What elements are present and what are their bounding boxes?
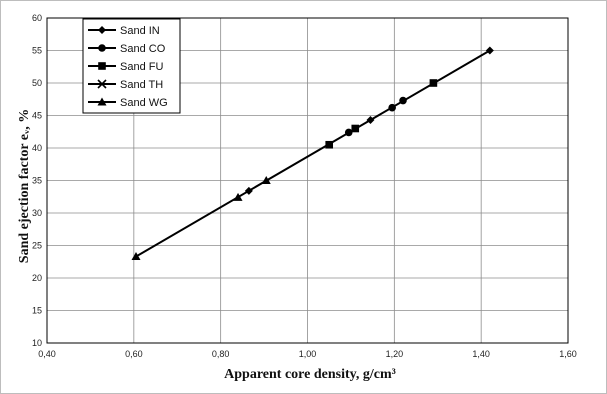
legend-label-sand-wg: Sand WG (120, 97, 168, 109)
y-tick-label: 25 (32, 241, 42, 251)
legend-label-sand-th: Sand TH (120, 79, 163, 91)
legend-label-sand-in: Sand IN (120, 25, 160, 37)
y-tick-label: 50 (32, 78, 42, 88)
legend: Sand IN Sand CO Sand FU Sand TH Sand WG (82, 18, 181, 114)
plot-area-border (46, 17, 569, 344)
sand-wg-point (261, 176, 271, 184)
y-tick-label: 55 (32, 46, 42, 56)
x-tick-label: 1,00 (299, 349, 317, 359)
sand-co-point (344, 128, 353, 137)
legend-marker-sand-th (97, 79, 107, 89)
legend-marker-sand-co (98, 44, 106, 52)
x-axis-title: Apparent core density, g/cm³ (224, 367, 396, 382)
sand-in-point (366, 116, 375, 125)
sand-fu-point (351, 124, 360, 133)
y-tick-label: 35 (32, 176, 42, 186)
sand-co-point (399, 96, 407, 105)
sand-wg-point (233, 192, 243, 201)
y-tick-label: 15 (32, 306, 42, 316)
sand-co-point (388, 103, 396, 112)
sand-in-point (485, 46, 494, 55)
sand-wg-point (131, 252, 141, 261)
sand-fu-point (429, 79, 438, 87)
x-tick-label: 0,80 (212, 349, 230, 359)
x-tick-label: 1,60 (559, 349, 577, 359)
legend-marker-sand-fu (98, 62, 106, 70)
y-tick-label: 40 (32, 143, 42, 153)
y-tick-label: 60 (32, 13, 42, 23)
legend-marker-sand-wg (97, 97, 107, 106)
y-tick-labels: 10 15 20 25 30 35 40 45 50 55 60 (32, 13, 42, 348)
x-tick-labels: 0,40 0,60 0,80 1,00 1,20 1,40 1,60 (38, 349, 577, 359)
x-tick-label: 1,40 (472, 349, 490, 359)
y-tick-label: 20 (32, 273, 42, 283)
y-tick-label: 30 (32, 208, 42, 218)
x-tick-label: 1,20 (386, 349, 404, 359)
y-tick-label: 10 (32, 338, 42, 348)
legend-label-sand-fu: Sand FU (120, 61, 163, 73)
x-tick-label: 0,60 (125, 349, 143, 359)
sand-in-point (244, 186, 253, 195)
legend-marker-sand-in (98, 26, 106, 34)
series (131, 46, 494, 261)
y-tick-label: 45 (32, 111, 42, 121)
x-tick-label: 0,40 (38, 349, 56, 359)
y-axis-title: Sand ejection factor eᵥ, % (17, 109, 32, 263)
sand-fu-point (325, 140, 334, 149)
legend-label-sand-co: Sand CO (120, 43, 166, 55)
